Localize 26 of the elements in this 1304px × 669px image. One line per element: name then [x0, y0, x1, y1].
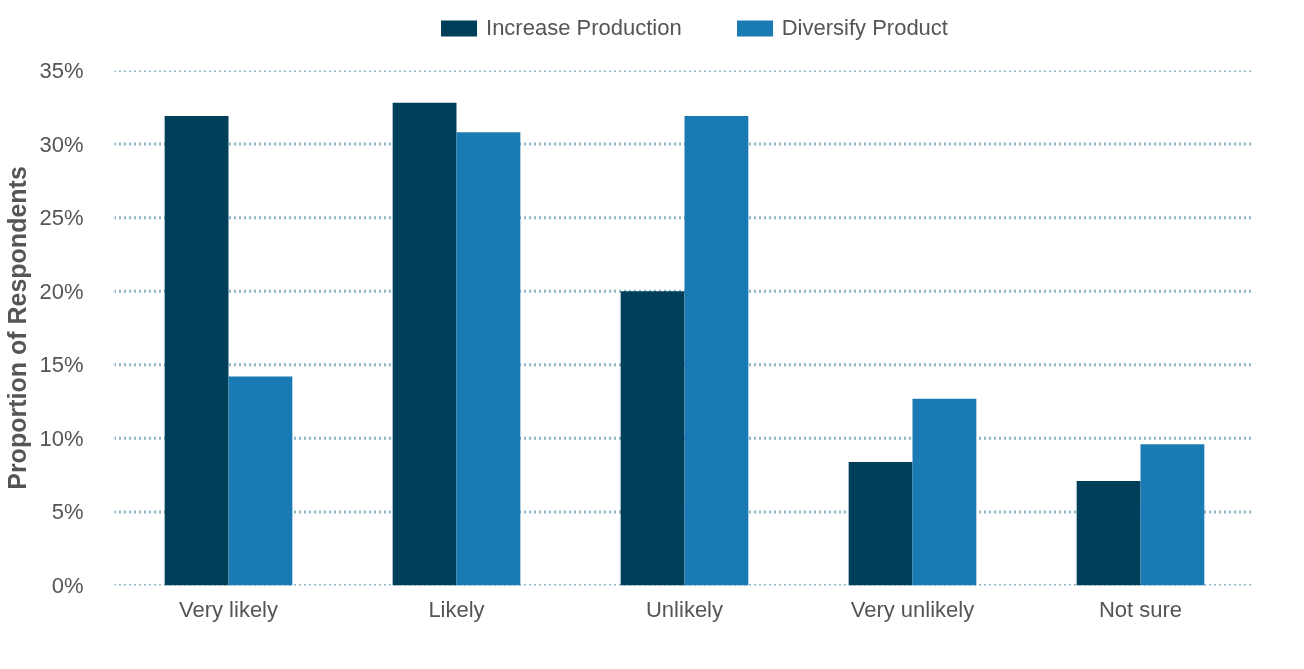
y-tick-label: 0%	[51, 573, 84, 598]
x-tick-label: Not sure	[1098, 596, 1183, 622]
y-axis-title: Proportion of Respondents	[3, 166, 32, 490]
y-tick-label: 25%	[39, 205, 84, 231]
bar	[684, 116, 749, 586]
bar	[456, 132, 521, 586]
x-tick-label: Very likely	[178, 596, 279, 622]
y-tick-label: 5%	[51, 499, 84, 525]
y-tick-label: 10%	[39, 425, 84, 451]
bar	[1140, 444, 1205, 586]
y-tick-label: 30%	[39, 131, 84, 157]
bar	[912, 398, 977, 586]
bar	[392, 102, 457, 586]
x-tick-label: Likely	[428, 596, 485, 622]
legend-label: Increase Production	[486, 14, 682, 41]
bar	[620, 291, 685, 586]
y-tick-label: 20%	[39, 278, 84, 304]
bar	[164, 116, 229, 586]
bar	[848, 461, 913, 586]
y-tick-label: 15%	[39, 352, 84, 378]
bar	[228, 376, 293, 586]
legend-label: Diversify Product	[781, 14, 948, 41]
x-tick-label: Unlikely	[645, 596, 724, 622]
bar	[1076, 481, 1141, 586]
x-tick-label: Very unlikely	[850, 596, 975, 622]
y-tick-label: 35%	[39, 58, 84, 83]
